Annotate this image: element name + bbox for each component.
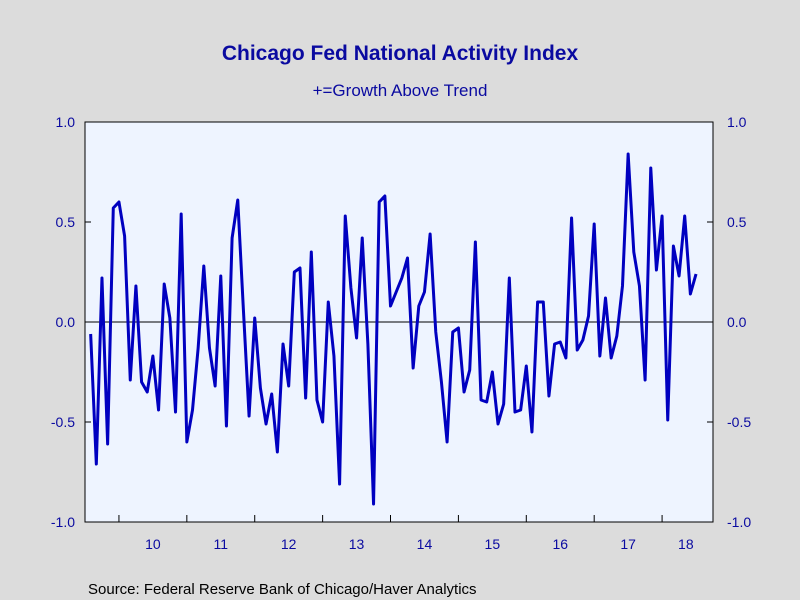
source-note: Source: Federal Reserve Bank of Chicago/… <box>88 581 477 598</box>
x-tick-label: 13 <box>349 536 365 552</box>
x-tick-label: 17 <box>620 536 636 552</box>
x-tick-label: 12 <box>281 536 297 552</box>
y-axis-left: 1.0 0.5 0.0 -0.5 -1.0 <box>51 114 91 530</box>
y-tick-label-left: 0.0 <box>56 314 76 330</box>
y-tick-label-right: 1.0 <box>727 114 747 130</box>
y-tick-label-right: 0.5 <box>727 214 747 230</box>
x-tick-label: 10 <box>145 536 161 552</box>
y-tick-label-left: 1.0 <box>56 114 76 130</box>
x-tick-label: 15 <box>485 536 501 552</box>
x-tick-label: 16 <box>552 536 568 552</box>
chart-title: Chicago Fed National Activity Index <box>222 42 579 65</box>
y-tick-label-right: -0.5 <box>727 414 751 430</box>
x-tick-label: 11 <box>214 536 229 552</box>
chart-subtitle: +=Growth Above Trend <box>313 81 488 100</box>
y-tick-label-left: -0.5 <box>51 414 75 430</box>
y-axis-right: 1.0 0.5 0.0 -0.5 -1.0 <box>707 114 751 530</box>
y-tick-label-left: -1.0 <box>51 514 75 530</box>
y-tick-label-left: 0.5 <box>56 214 76 230</box>
y-tick-label-right: 0.0 <box>727 314 747 330</box>
y-tick-label-right: -1.0 <box>727 514 751 530</box>
x-tick-label: 14 <box>417 536 433 552</box>
x-tick-label: 18 <box>678 536 694 552</box>
series-line-cfnai <box>89 152 698 506</box>
x-axis: 10 11 12 13 14 15 16 17 18 <box>118 515 694 552</box>
